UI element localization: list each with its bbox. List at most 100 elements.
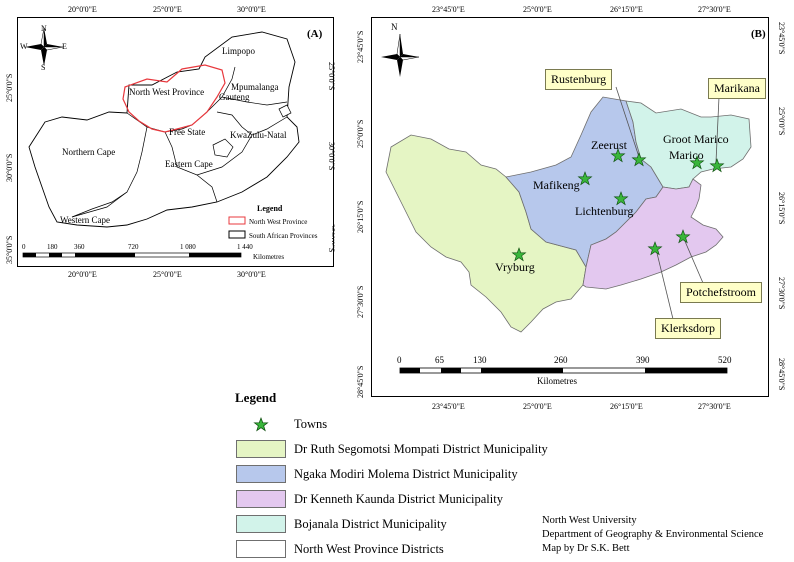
scale-tick: 0 — [22, 243, 26, 251]
compass-e: E — [62, 42, 67, 51]
panel-b-map: N (B) Zeerust Mafikeng Lichtenburg Groot… — [381, 22, 766, 386]
town-star-icon — [689, 155, 705, 170]
town-star-icon — [709, 158, 725, 173]
town-star-icon — [253, 417, 269, 432]
panel-a-frame — [17, 17, 334, 267]
legend-label: Ngaka Modiri Molema District Municipalit… — [294, 466, 518, 481]
panel-a-bottom-coord: 30°0'0"E — [237, 270, 266, 279]
panel-b-top-coord: 23°45'0"E — [432, 5, 465, 14]
scale-bar — [22, 252, 242, 258]
panel-a-left-coord: 35°0'0"S — [5, 235, 14, 264]
legend-item-label: South African Provinces — [249, 232, 318, 240]
legend-label: Dr Ruth Segomotsi Mompati District Munic… — [294, 441, 548, 456]
panel-a-bottom-coord: 25°0'0"E — [153, 270, 182, 279]
panel-b-left-coord: 26°15'0"S — [356, 200, 365, 233]
compass-icon — [381, 33, 420, 77]
panel-a-bottom-coord: 20°0'0"E — [68, 270, 97, 279]
scale-tick: 720 — [128, 243, 139, 251]
callout-potchefstroom: Potchefstroom — [680, 282, 762, 303]
town-star-icon — [511, 247, 527, 262]
province-label: Free State — [169, 127, 205, 137]
scale-tick: 0 — [397, 355, 402, 365]
town-star-icon — [610, 148, 626, 163]
legend-row: Bojanala District Municipality — [236, 514, 447, 534]
scale-tick: 520 — [718, 355, 732, 365]
panel-a-top-coord: 30°0'0"E — [237, 5, 266, 14]
legend-row-towns: Towns — [236, 414, 327, 434]
town-star-icon — [647, 241, 663, 256]
panel-b-right-coord: 23°45'0"S — [777, 22, 786, 55]
town-star-icon — [631, 152, 647, 167]
panel-b-left-coord: 23°45'0"S — [356, 30, 365, 63]
panel-b-right-coord: 28°45'0"S — [777, 358, 786, 391]
compass-s: S — [41, 63, 45, 72]
panel-b-bottom-coord: 26°15'0"E — [610, 402, 643, 411]
panel-b-bottom-coord: 27°30'0"E — [698, 402, 731, 411]
legend-swatch-kenneth — [236, 490, 286, 508]
town-star-icon — [577, 171, 593, 186]
panel-b-top-coord: 27°30'0"E — [698, 5, 731, 14]
legend-row: Ngaka Modiri Molema District Municipalit… — [236, 464, 518, 484]
scale-bar — [399, 367, 728, 374]
legend-swatch-districts — [236, 540, 286, 558]
legend-swatch-ngaka — [236, 465, 286, 483]
panel-a-label: (A) — [307, 28, 323, 40]
legend-label: North West Province Districts — [294, 541, 444, 556]
panel-b-top-coord: 26°15'0"E — [610, 5, 643, 14]
scale-tick: 180 — [47, 243, 58, 251]
panel-b-top-coord: 25°0'0"E — [523, 5, 552, 14]
province-label: North West Province — [129, 87, 204, 97]
legend-label: Bojanala District Municipality — [294, 516, 447, 531]
scale-tick: 260 — [554, 355, 568, 365]
panel-a-map: N S E W Limpopo Mpumalanga Gauteng North… — [20, 24, 332, 261]
town-label: Mafikeng — [533, 178, 580, 192]
legend-label: Towns — [294, 416, 328, 431]
legend-label: Dr Kenneth Kaunda District Municipality — [294, 491, 503, 506]
scale-tick: 360 — [74, 243, 85, 251]
compass-n: N — [391, 22, 398, 32]
panel-b-left-coord: 28°45'0"S — [356, 365, 365, 398]
legend-row: Dr Kenneth Kaunda District Municipality — [236, 489, 503, 509]
panel-a-left-coord: 25°0'0"S — [5, 73, 14, 102]
callout-klerksdorp: Klerksdorp — [655, 318, 721, 339]
legend-swatch-bojanala — [236, 515, 286, 533]
panel-b-left-coord: 27°30'0"S — [356, 285, 365, 318]
callout-rustenburg: Rustenburg — [545, 69, 613, 90]
legend-row: Dr Ruth Segomotsi Mompati District Munic… — [236, 439, 548, 459]
compass-icon — [25, 27, 64, 66]
north-west-province-highlight — [122, 64, 226, 133]
legend-item-label: North West Province — [249, 218, 307, 226]
panel-b-frame — [371, 17, 769, 397]
province-label: Western Cape — [60, 215, 110, 225]
town-label: Marico — [669, 148, 704, 162]
province-label: Gauteng — [219, 92, 250, 102]
province-label: KwaZulu-Natal — [230, 130, 287, 140]
compass-w: W — [20, 42, 28, 51]
panel-a-left-coord: 30°0'0"S — [5, 153, 14, 182]
legend-swatch-nwp — [228, 216, 246, 225]
province-label: Mpumalanga — [231, 82, 279, 92]
south-africa-outline — [28, 31, 300, 228]
district-dr-ruth — [385, 134, 587, 333]
province-label: Northern Cape — [62, 147, 115, 157]
scale-tick: 390 — [636, 355, 650, 365]
province-label: Eastern Cape — [165, 159, 213, 169]
district-dr-kenneth-kaunda — [582, 178, 724, 290]
scale-unit: Kilometres — [537, 376, 577, 386]
panel-b-right-coord: 27°30'0"S — [777, 277, 786, 310]
province-label: Limpopo — [222, 46, 255, 56]
town-label: Lichtenburg — [575, 204, 633, 218]
scale-unit: Kilometres — [253, 253, 284, 261]
town-label: Zeerust — [591, 138, 628, 152]
panel-b-right-coord: 25°0'0"S — [777, 107, 786, 136]
legend-row: North West Province Districts — [236, 539, 444, 559]
credit-line: North West University — [542, 515, 637, 526]
town-star-icon — [675, 229, 691, 244]
compass-n: N — [41, 24, 47, 33]
scale-tick: 1 080 — [180, 243, 196, 251]
panel-b-bottom-coord: 23°45'0"E — [432, 402, 465, 411]
panel-a-top-coord: 25°0'0"E — [153, 5, 182, 14]
scale-tick: 130 — [473, 355, 487, 365]
scale-tick: 65 — [435, 355, 445, 365]
panel-a-top-coord: 20°0'0"E — [68, 5, 97, 14]
